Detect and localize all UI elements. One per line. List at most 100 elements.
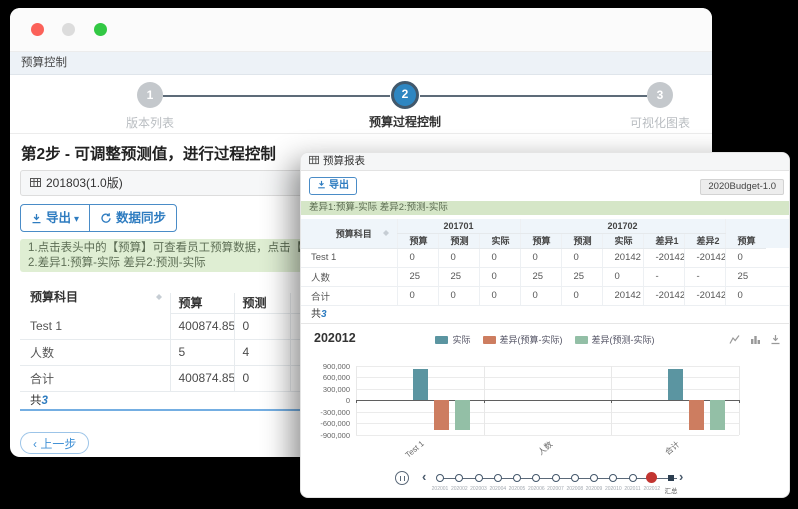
timeline-node-202007[interactable] — [551, 473, 560, 482]
timeline-node-202010[interactable] — [609, 473, 618, 482]
column-header[interactable]: 实际 — [478, 233, 521, 249]
gridline — [356, 434, 739, 436]
cell: 20142 — [601, 248, 644, 268]
gridline — [356, 377, 739, 378]
timeline-label: 202009 — [585, 486, 603, 492]
bar-实际 — [668, 369, 684, 400]
chevron-left-icon: ‹ — [33, 436, 37, 451]
cell: 400874.85 — [169, 365, 234, 392]
timeline-node-202011[interactable] — [628, 473, 637, 482]
y-tick-label: 300,000 — [322, 384, 350, 394]
group-header-empty — [170, 280, 290, 293]
column-header[interactable]: 预测 — [233, 293, 290, 314]
timeline-node-202008[interactable] — [570, 473, 579, 482]
row-name: Test 1 — [20, 313, 170, 340]
table-grid-icon — [309, 155, 319, 165]
timeline-node-202012[interactable] — [646, 472, 658, 483]
budget-version-select[interactable]: 2020Budget-1.0 — [700, 179, 784, 195]
cell: 25 — [437, 267, 479, 287]
step-1-label: 版本列表 — [125, 116, 174, 130]
column-header[interactable]: 预测 — [437, 233, 479, 249]
timeline-next-arrow[interactable]: › — [679, 469, 684, 484]
window-budget-report: 预算报表 导出 2020Budget-1.0 差异1:预算-实际 差异2:预测-… — [300, 152, 790, 498]
timeline-label: 汇总 — [664, 488, 678, 495]
timeline-label: 202005 — [508, 486, 526, 492]
timeline-node-202009[interactable] — [590, 473, 598, 482]
timeline-node-202003[interactable] — [474, 473, 483, 482]
timeline-label: 202011 — [624, 486, 641, 492]
caret-down-icon: ▾ — [74, 214, 80, 225]
y-tick-label: -600,000 — [320, 419, 350, 428]
timeline-node-202002[interactable] — [455, 473, 464, 482]
column-header[interactable]: 预算 — [519, 233, 562, 249]
column-header-subject: 预算科目 — [301, 219, 397, 249]
play-pause-button[interactable] — [395, 471, 409, 485]
legend-swatch — [435, 335, 449, 344]
timeline-label: 202002 — [450, 486, 468, 492]
timeline-node-汇总[interactable] — [668, 474, 674, 481]
cell: -20142 — [683, 286, 726, 306]
cell: 25 — [560, 267, 603, 287]
column-header[interactable]: 预算 — [396, 233, 438, 249]
cell: -20142 — [642, 286, 685, 306]
legend-item[interactable]: 差异(预测-实际) — [574, 333, 655, 346]
timeline-label: 202007 — [547, 486, 564, 492]
report-title: 预算报表 — [323, 155, 365, 167]
cell: 0 — [478, 248, 521, 268]
column-header[interactable]: 实际 — [601, 233, 644, 249]
column-header[interactable]: 差异1 — [642, 233, 685, 249]
cell: 0 — [396, 248, 438, 268]
diff-note: 差异1:预算-实际 差异2:预测-实际 — [301, 201, 789, 215]
cell: 25 — [519, 267, 562, 287]
cell: 0 — [233, 313, 290, 340]
y-tick-label: -900,000 — [320, 430, 350, 440]
minimize-button[interactable] — [62, 23, 75, 36]
data-sync-button[interactable]: 数据同步 — [89, 204, 178, 232]
cell: 0 — [724, 248, 767, 268]
cell: 0 — [560, 248, 603, 268]
column-header[interactable]: 差异2 — [683, 233, 726, 249]
toolbar: 导出 ▾ 数据同步 — [20, 204, 178, 232]
y-tick-label: 0 — [345, 396, 350, 405]
gridline — [356, 423, 739, 424]
column-header[interactable]: 预算 — [169, 293, 234, 314]
legend-swatch — [574, 335, 588, 344]
timeline-node-202005[interactable] — [513, 473, 521, 482]
line-chart-icon[interactable] — [729, 334, 740, 345]
cell: 0 — [437, 286, 479, 306]
bar-chart-icon[interactable] — [750, 334, 761, 345]
sort-icon[interactable] — [382, 226, 391, 240]
column-header[interactable]: 预测 — [560, 233, 603, 249]
timeline-prev-arrow[interactable]: ‹ — [422, 469, 427, 484]
timeline-label: 202008 — [566, 486, 584, 492]
step-2-process-control[interactable]: 2 预算过程控制 — [335, 81, 475, 130]
row-name: 人数 — [301, 267, 397, 287]
download-image-icon[interactable] — [770, 334, 781, 345]
export-button[interactable]: 导出 — [309, 177, 357, 195]
gridline — [356, 365, 739, 367]
step-2-dot: 2 — [391, 81, 419, 109]
cell: 25 — [724, 267, 767, 287]
timeline-label: 202012 — [643, 486, 661, 492]
timeline-node-202006[interactable] — [532, 473, 541, 482]
sort-icon[interactable] — [155, 290, 164, 304]
legend-item[interactable]: 差异(预算-实际) — [482, 333, 563, 346]
prev-step-button[interactable]: ‹ 上一步 — [20, 432, 90, 454]
column-header-subject: 预算科目 — [20, 280, 170, 313]
cell: 0 — [396, 286, 438, 306]
legend-item[interactable]: 实际 — [435, 333, 471, 346]
bar-差异(预测-实际) — [454, 400, 470, 430]
gridline — [356, 400, 739, 401]
cell: 400874.85 — [169, 313, 234, 340]
y-tick-label: -300,000 — [320, 407, 350, 417]
column-header[interactable]: 预算 — [724, 233, 767, 249]
cell: 0 — [560, 286, 603, 306]
step-3-visual-charts[interactable]: 3 可视化图表 — [590, 82, 712, 131]
close-button[interactable] — [31, 23, 44, 36]
zoom-button[interactable] — [94, 23, 107, 36]
bar-chart: 202012 实际 差异(预算-实际) 差异(预测-实际) 900,000 600,0… — [301, 324, 789, 466]
export-button[interactable]: 导出 ▾ — [20, 204, 91, 232]
step-1-version-list[interactable]: 1 版本列表 — [80, 82, 220, 131]
timeline-node-202004[interactable] — [493, 473, 502, 482]
timeline-node-202001[interactable] — [436, 473, 444, 482]
